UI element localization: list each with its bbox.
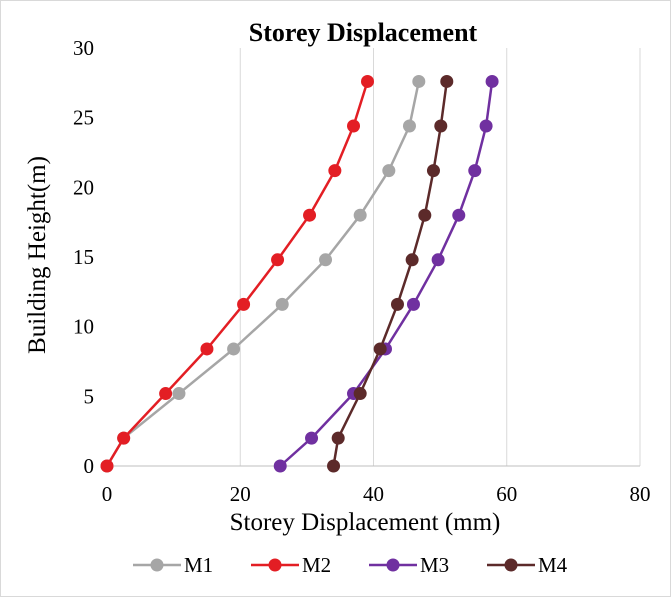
data-point-m1-5 [319, 253, 333, 267]
legend-item-m2: M2 [251, 553, 331, 577]
data-point-m4-4 [390, 297, 404, 311]
series-m2 [100, 74, 375, 473]
x-tick-label-1: 20 [230, 482, 251, 506]
data-point-m2-6 [303, 208, 317, 222]
data-point-m4-6 [418, 208, 432, 222]
y-tick-label-5: 25 [73, 106, 94, 130]
series-line-m2 [105, 81, 369, 467]
data-point-m4-1 [331, 431, 345, 445]
data-point-m3-8 [479, 119, 493, 133]
data-point-m2-7 [328, 164, 342, 178]
series-line-m1 [105, 81, 421, 467]
data-point-m3-4 [406, 297, 420, 311]
data-point-m1-9 [412, 74, 426, 88]
series-m3 [273, 74, 499, 473]
y-tick-label-1: 5 [84, 384, 95, 408]
data-point-m1-2 [172, 387, 186, 401]
y-tick-label-2: 10 [73, 315, 94, 339]
data-point-m4-3 [373, 342, 387, 356]
data-point-m3-9 [485, 74, 499, 88]
data-point-m4-2 [353, 387, 367, 401]
x-tick-label-3: 60 [496, 482, 517, 506]
data-point-m4-7 [426, 164, 440, 178]
legend-label-m2: M2 [302, 553, 331, 577]
x-tick-label-4: 80 [630, 482, 651, 506]
legend-marker-m4 [504, 558, 518, 572]
data-series [100, 74, 499, 473]
legend-label-m1: M1 [184, 553, 213, 577]
y-tick-label-4: 20 [73, 175, 94, 199]
legend-marker-m3 [386, 558, 400, 572]
data-point-m1-7 [382, 164, 396, 178]
data-point-m2-3 [200, 342, 214, 356]
series-line-m3 [279, 81, 494, 467]
series-line-m4 [332, 81, 449, 467]
data-point-m2-5 [271, 253, 285, 267]
legend-label-m4: M4 [538, 553, 568, 577]
legend: M1 M2 M3 M4 [133, 553, 568, 577]
data-point-m1-8 [402, 119, 416, 133]
data-point-m1-3 [227, 342, 241, 356]
y-axis-label: Building Height(m) [24, 156, 51, 354]
legend-item-m3: M3 [369, 553, 449, 577]
data-point-m2-9 [361, 74, 375, 88]
x-tick-label-0: 0 [102, 482, 113, 506]
y-tick-label-3: 15 [73, 245, 94, 269]
data-point-m3-6 [452, 208, 466, 222]
data-point-m4-8 [434, 119, 448, 133]
legend-item-m4: M4 [487, 553, 568, 577]
data-point-m4-5 [405, 253, 419, 267]
gridlines [239, 48, 641, 466]
data-point-m2-2 [159, 387, 173, 401]
data-point-m1-6 [353, 208, 367, 222]
y-tick-label-6: 30 [73, 36, 94, 60]
chart-title: Storey Displacement [249, 18, 478, 47]
tick-labels: 0 20 40 60 80 0 5 10 15 20 25 30 [73, 36, 651, 506]
data-point-m4-0 [327, 459, 341, 473]
data-point-m1-4 [275, 297, 289, 311]
data-point-m2-1 [117, 431, 131, 445]
x-axis-label: Storey Displacement (mm) [230, 509, 501, 536]
data-point-m2-4 [237, 297, 251, 311]
data-point-m2-8 [347, 119, 361, 133]
legend-item-m1: M1 [133, 553, 213, 577]
data-point-m3-5 [431, 253, 445, 267]
data-point-m3-1 [305, 431, 319, 445]
x-tick-label-2: 40 [363, 482, 384, 506]
series-m1 [100, 74, 426, 473]
data-point-m2-0 [100, 459, 114, 473]
y-tick-label-0: 0 [84, 454, 95, 478]
data-point-m3-0 [273, 459, 287, 473]
legend-label-m3: M3 [420, 553, 449, 577]
data-point-m3-7 [468, 164, 482, 178]
data-point-m4-9 [440, 74, 454, 88]
series-m4 [327, 74, 454, 473]
legend-marker-m1 [150, 558, 164, 572]
legend-marker-m2 [268, 558, 282, 572]
